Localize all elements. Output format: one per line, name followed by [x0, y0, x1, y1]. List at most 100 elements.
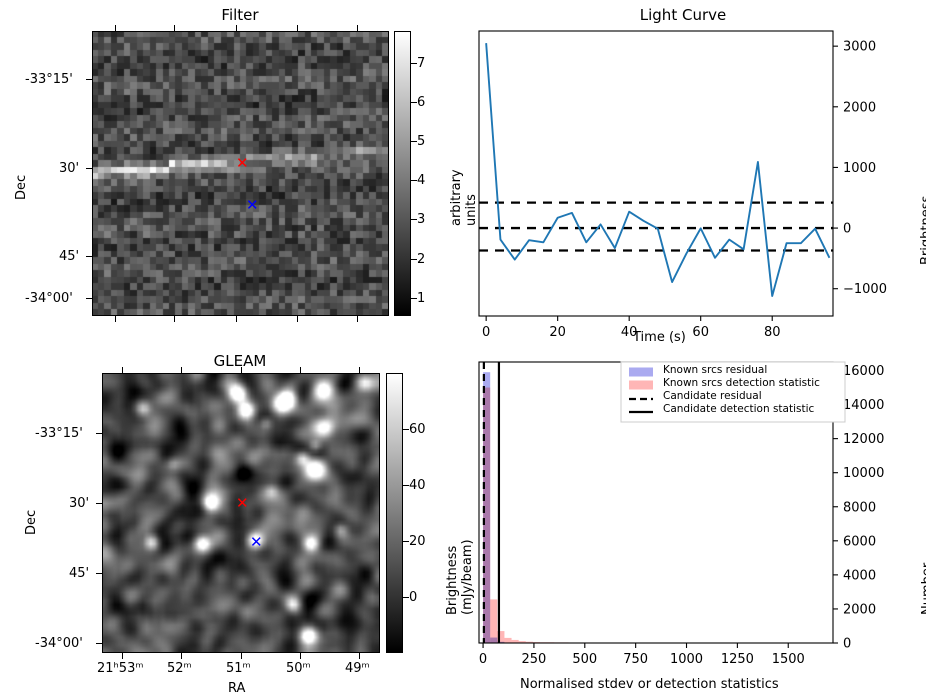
gleam-ytick-mark-1 [96, 503, 102, 505]
gleam-ytick-3: -34°00' [35, 636, 83, 651]
gleam-cbar-tickmark-2 [403, 541, 409, 543]
lc-xtick-label-0: 0 [482, 325, 490, 340]
filter-cbar-tickmark-0 [411, 63, 417, 65]
hist-bar-1-3 [504, 637, 512, 643]
gleam-known-source-marker: ✕ [250, 533, 263, 551]
filter-cbar-tickmark-5 [411, 259, 417, 261]
hist-ytick-label-5: 10000 [843, 466, 884, 481]
filter-sky-image [92, 31, 389, 316]
hist-bar-1-2 [497, 631, 505, 643]
filter-ytick-1: 30' [59, 161, 80, 176]
filter-ytick-mark-0 [86, 79, 92, 81]
histogram-plot: 0 250 500 750 1000 1250 1500 0 2000 4000 6000 8000 1… [478, 361, 884, 667]
filter-xtick-mark-b4 [357, 316, 359, 322]
hist-ytick-label-7: 14000 [843, 398, 884, 413]
gleam-xtick-mark-t3 [300, 367, 302, 373]
light-curve-plot: 0 20 40 60 80 3000 2000 1000 0 −1000 [478, 30, 887, 340]
lc-xtick-label-4: 80 [764, 325, 781, 340]
light-curve-ylabel: Brightness (mJy/beam) [919, 195, 926, 265]
light-curve-line [485, 43, 831, 297]
filter-cbar-tickmark-4 [411, 219, 417, 221]
filter-xtick-mark-1 [174, 25, 176, 31]
gleam-ytick-mark-2 [96, 573, 102, 575]
hist-ytick-label-6: 12000 [843, 432, 884, 447]
filter-axes-frame [92, 31, 389, 316]
gleam-cbar-tick-2: 20 [409, 534, 426, 549]
gleam-cbar-tickmark-1 [403, 485, 409, 487]
legend-label-0: Known srcs residual [663, 364, 768, 376]
gleam-cbar-tick-0: 60 [409, 422, 426, 437]
gleam-xtick-mark-t2 [241, 367, 243, 373]
filter-xtick-mark-b3 [297, 316, 299, 322]
gleam-xlabel: RA [228, 681, 246, 696]
gleam-xtick-mark-t1 [181, 367, 183, 373]
gleam-candidate-marker: ✕ [236, 494, 249, 512]
filter-ytick-mark-1 [86, 168, 92, 170]
hist-xtick-label-1: 250 [522, 652, 547, 667]
filter-cbar-tickmark-6 [411, 298, 417, 300]
gleam-sky-image [102, 373, 380, 653]
filter-ytick-2: 45' [59, 249, 80, 264]
filter-xtick-mark-0 [115, 25, 117, 31]
filter-ylabel: Dec [14, 174, 29, 200]
hist-xtick-label-2: 500 [572, 652, 597, 667]
histogram-legend: Known srcs residual Known srcs detection… [627, 364, 841, 419]
gleam-cbar-tick-1: 40 [409, 478, 426, 493]
hist-xtick-label-5: 1250 [721, 652, 754, 667]
filter-cbar-tick-6: 1 [417, 291, 426, 306]
light-curve-title: Light Curve [639, 6, 727, 24]
filter-cbar-tickmark-2 [411, 141, 417, 143]
histogram-ylabel: Number of Sources [920, 562, 926, 615]
filter-colorbar [394, 31, 411, 316]
hist-ytick-label-1: 2000 [843, 602, 876, 617]
legend-swatch-0 [629, 367, 653, 377]
hist-bar-1-6 [525, 641, 533, 643]
gleam-ytick-2: 45' [69, 566, 90, 581]
gleam-xtick-mark-t4 [359, 367, 361, 373]
hist-bar-1-1 [490, 599, 498, 643]
lc-xtick-label-2: 40 [621, 325, 638, 340]
hist-xtick-label-3: 750 [623, 652, 648, 667]
hist-bar-1-0 [483, 387, 491, 643]
gleam-xtick-mark-t0 [122, 367, 124, 373]
gleam-colorbar [386, 373, 403, 653]
lc-ytick-label-1: 2000 [843, 100, 876, 115]
filter-xtick-mark-2 [236, 25, 238, 31]
filter-cbar-tick-0: 7 [417, 56, 426, 71]
filter-ytick-0: -33°15' [25, 72, 73, 87]
filter-ytick-mark-2 [86, 256, 92, 258]
filter-cbar-tick-2: 5 [417, 134, 426, 149]
gleam-xtick-mark-0 [122, 653, 124, 659]
gleam-xtick-mark-3 [300, 653, 302, 659]
gleam-xtick-mark-2 [241, 653, 243, 659]
gleam-cbar-tick-3: 0 [409, 590, 418, 605]
filter-known-source-marker: ✕ [246, 196, 259, 214]
gleam-ylabel: Dec [24, 509, 39, 535]
hist-bar-1-5 [518, 641, 526, 643]
gleam-xtick-1: 52ᵐ [167, 661, 192, 676]
legend-swatch-1 [629, 380, 653, 390]
filter-panel-title: Filter [221, 6, 259, 24]
hist-xtick-label-4: 1000 [670, 652, 703, 667]
filter-candidate-marker: ✕ [236, 154, 249, 172]
filter-ytick-mark-3 [86, 298, 92, 300]
filter-cbar-tick-1: 6 [417, 95, 426, 110]
hist-xtick-label-6: 1500 [772, 652, 805, 667]
gleam-axes-frame [102, 373, 380, 653]
hist-ytick-label-3: 6000 [843, 534, 876, 549]
filter-cbar-tickmark-1 [411, 102, 417, 104]
filter-cbar-tick-3: 4 [417, 173, 426, 188]
gleam-xtick-0: 21ʰ53ᵐ [97, 661, 144, 676]
histogram-legend-box [620, 361, 846, 423]
histogram-panel: 0 250 500 750 1000 1250 1500 0 2000 4000 6000 8000 1… [463, 350, 926, 699]
filter-cbar-tickmark-3 [411, 180, 417, 182]
light-curve-axes-frame [478, 30, 834, 317]
hist-ytick-label-0: 0 [843, 637, 851, 652]
gleam-xtick-4: 49ᵐ [345, 661, 370, 676]
filter-xtick-mark-4 [357, 25, 359, 31]
filter-cbar-tick-5: 2 [417, 252, 426, 267]
light-curve-panel: Light Curve 0 20 40 60 80 3000 2000 1000 0 −1000 … [463, 0, 926, 350]
gleam-panel: GLEAM Dec -33°15' 30' 45' -34°00' ✕ ✕ 21… [0, 350, 475, 699]
gleam-xtick-mark-4 [359, 653, 361, 659]
legend-label-2: Candidate residual [663, 390, 762, 402]
